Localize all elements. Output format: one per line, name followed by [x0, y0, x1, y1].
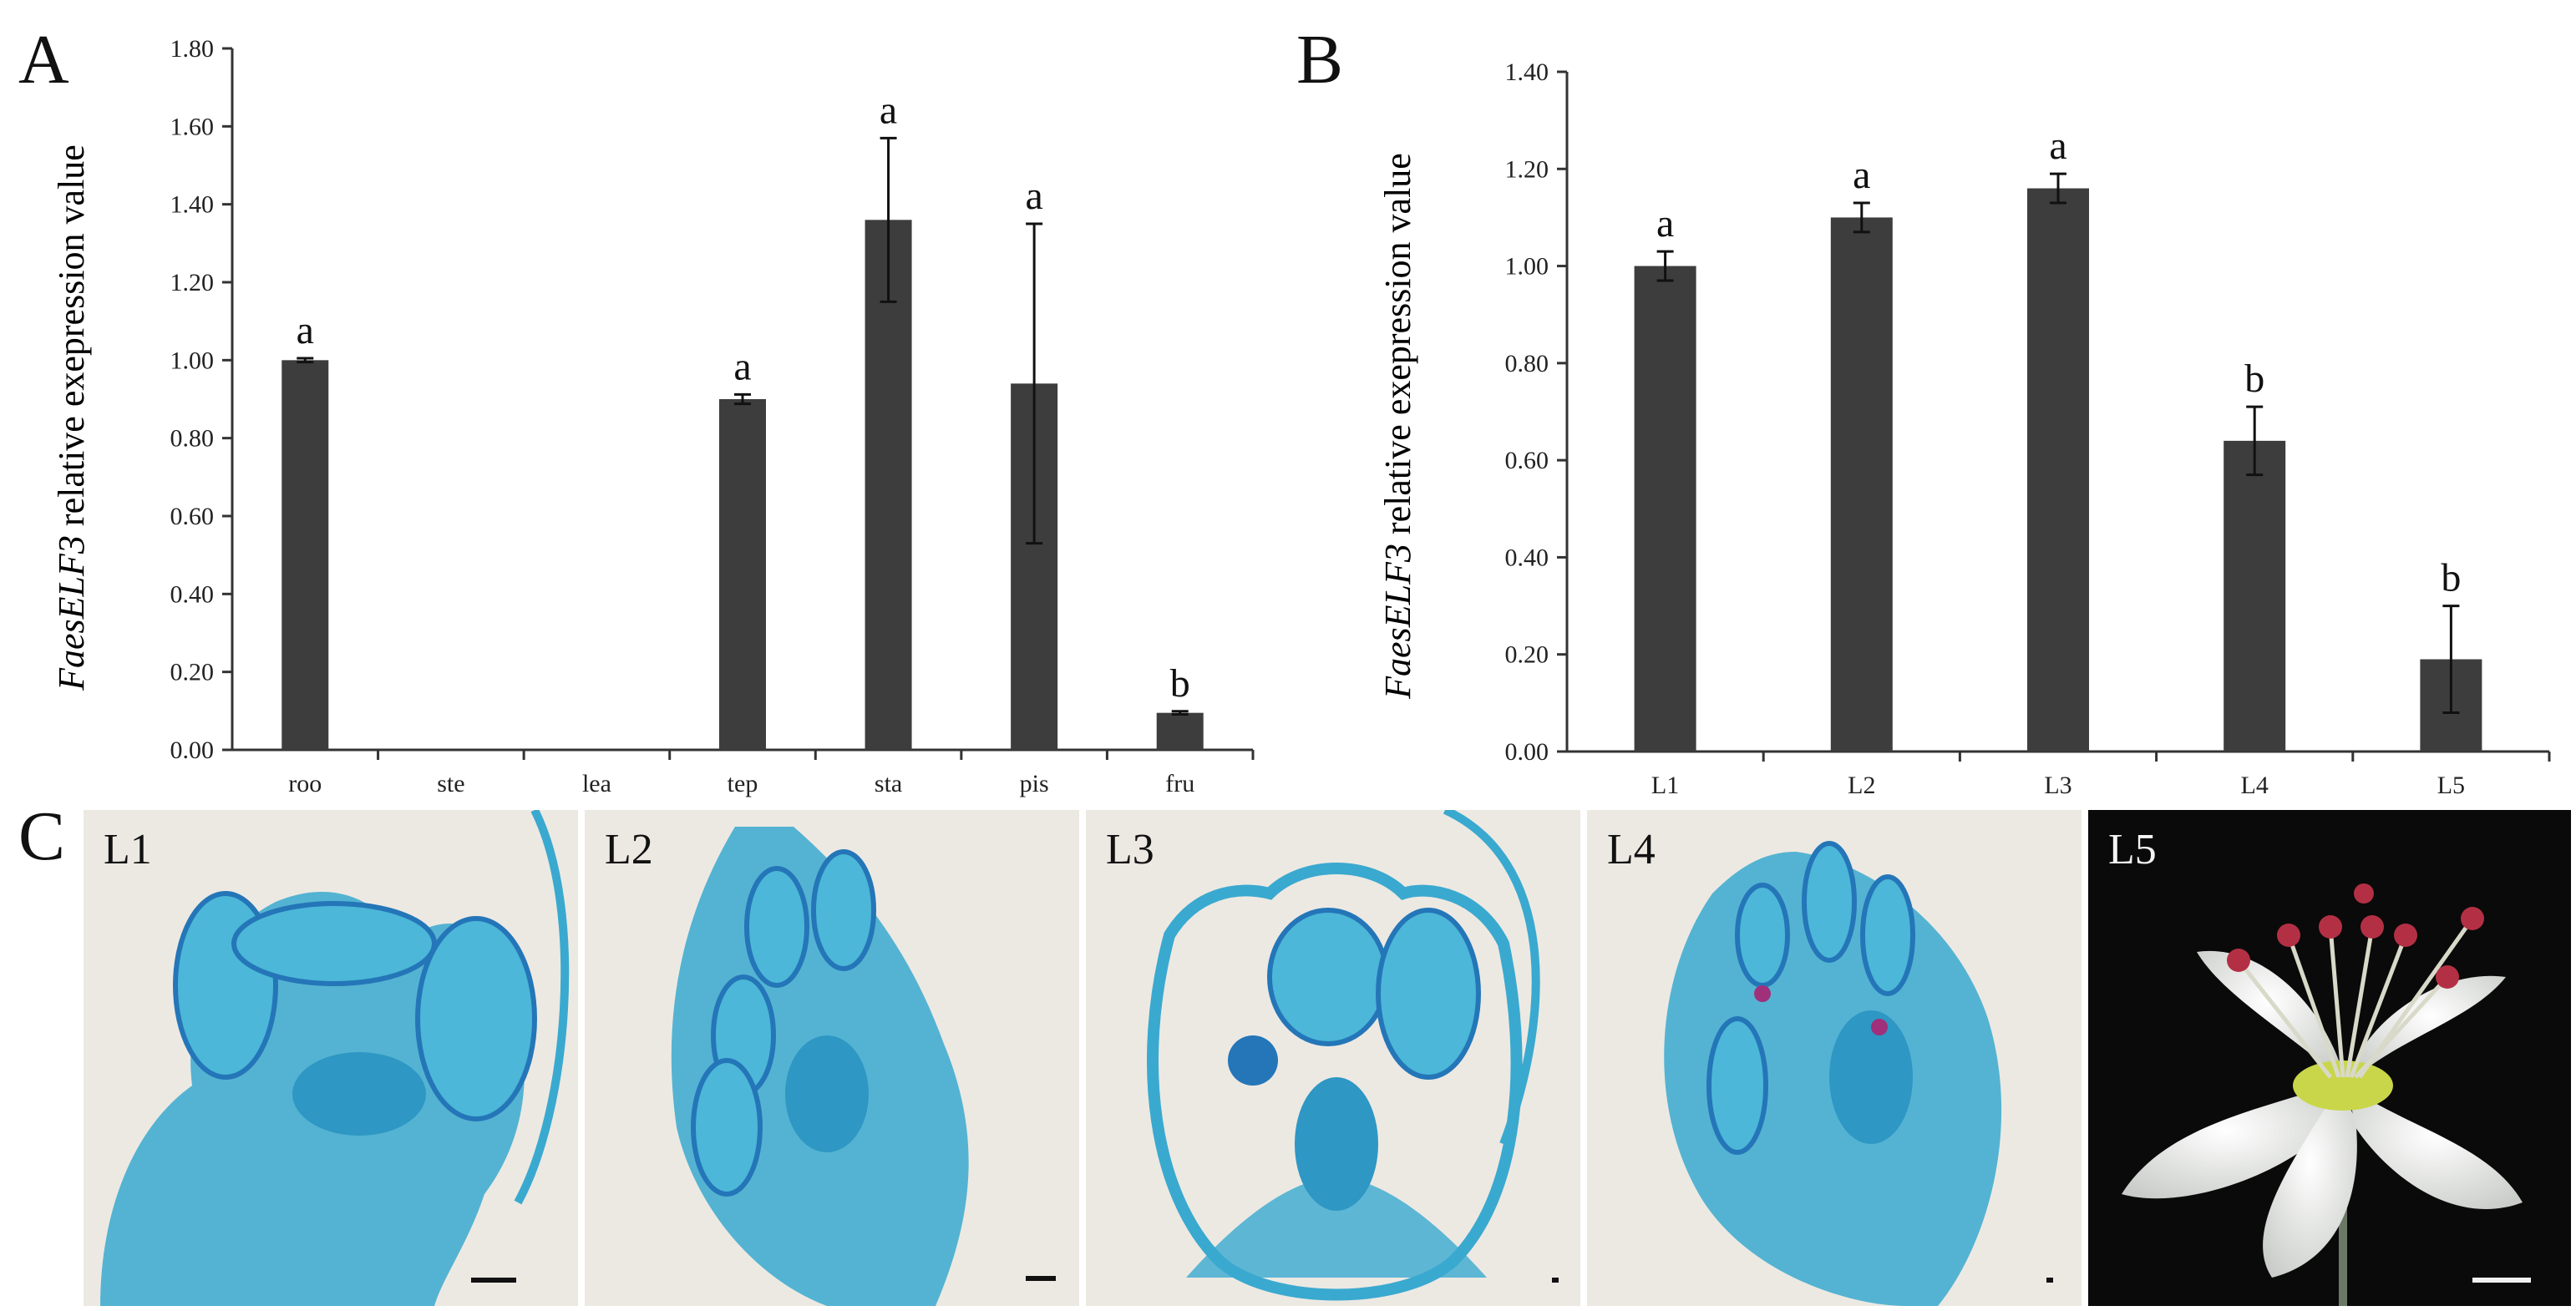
significance-letter: b	[1170, 661, 1190, 706]
panel-label-b: B	[1296, 21, 1344, 99]
y-tick-label: 1.40	[1505, 58, 1549, 86]
y-tick-label: 1.00	[1505, 253, 1549, 281]
chart-a-y-axis-label: FaesELF3 relative exepression value	[51, 144, 92, 691]
y-tick-label: 1.00	[170, 347, 215, 374]
stage-label-l3: L3	[1106, 826, 1154, 873]
stage-label-l2: L2	[605, 826, 653, 873]
panel-label-c: C	[18, 797, 66, 875]
x-tick-label: L4	[2241, 772, 2269, 799]
y-tick-label: 1.40	[170, 191, 215, 219]
y-tick-label: 0.60	[1505, 447, 1549, 474]
y-tick-label: 0.60	[170, 503, 215, 530]
chart-b-stage-expression: 0.00 0.20 0.40 0.60 0.80 1.00 1.20 1.40 a a a b b L…	[1377, 58, 2551, 799]
bar	[719, 399, 766, 750]
chart-a-x-ticks: roo ste lea tep sta pis fru	[288, 750, 1255, 797]
y-tick-label: 1.60	[170, 113, 215, 140]
bar	[1156, 712, 1204, 750]
bar	[1830, 217, 1893, 752]
flower-photo-l5-image	[2122, 883, 2523, 1306]
stage-label-l1: L1	[104, 826, 152, 873]
chart-b-y-axis-label: FaesELF3 relative exepression value	[1377, 153, 1418, 700]
y-tick-label: 0.00	[1505, 738, 1549, 766]
chart-b-bars: a a a b b	[1634, 124, 2482, 752]
flower-section-l1-image	[100, 810, 570, 1306]
scale-bar-l2	[1026, 1276, 1056, 1281]
chart-a-y-ticks: 0.00 0.20 0.40 0.60 0.80 1.00 1.20 1.40 1.60 1.80	[170, 35, 232, 764]
x-tick-label: pis	[1020, 770, 1049, 797]
x-tick-label: L3	[2044, 772, 2071, 799]
bar	[2027, 188, 2089, 752]
micrograph-l4: L4	[1587, 810, 2082, 1306]
x-tick-label: ste	[437, 770, 464, 797]
panel-label-a: A	[18, 21, 69, 99]
y-tick-label: 0.40	[1505, 544, 1549, 571]
significance-letter: b	[2441, 556, 2461, 600]
stage-label-l5: L5	[2108, 826, 2157, 873]
micrograph-l2: L2	[585, 810, 1079, 1306]
x-tick-label: fru	[1165, 770, 1194, 797]
significance-letter: a	[297, 308, 314, 352]
scale-bar-l5	[2472, 1278, 2531, 1283]
y-tick-label: 1.20	[1505, 155, 1549, 183]
scale-bar-l3	[1552, 1278, 1559, 1283]
y-tick-label: 0.20	[170, 659, 215, 686]
y-tick-label: 0.00	[170, 736, 215, 764]
y-tick-label: 0.20	[1505, 641, 1549, 669]
chart-a-tissue-expression: 0.00 0.20 0.40 0.60 0.80 1.00 1.20 1.40 1.60 1.80…	[51, 35, 1255, 797]
significance-letter: a	[880, 88, 897, 132]
flower-section-l2-image	[671, 827, 969, 1306]
x-tick-label: sta	[875, 770, 902, 797]
significance-letter: a	[733, 344, 751, 388]
significance-letter: a	[1656, 201, 1674, 245]
bar	[1634, 266, 1696, 752]
y-tick-label: 0.80	[1505, 350, 1549, 377]
chart-b-y-ticks: 0.00 0.20 0.40 0.60 0.80 1.00 1.20 1.40	[1505, 58, 1567, 766]
bar	[281, 360, 329, 750]
significance-letter: b	[2244, 357, 2264, 401]
chart-b-x-ticks: L1 L2 L3 L4 L5	[1651, 752, 2551, 799]
y-tick-label: 0.40	[170, 580, 215, 608]
micrograph-l3: L3	[1086, 810, 1580, 1306]
bar	[865, 220, 912, 750]
significance-letter: a	[1025, 174, 1042, 218]
chart-a-bars: a a a a b	[281, 88, 1204, 750]
y-tick-label: 1.80	[170, 35, 215, 63]
significance-letter: a	[1853, 153, 1870, 197]
bar	[2224, 440, 2286, 752]
micrograph-l1: L1	[84, 810, 578, 1306]
micrograph-l5: L5	[2088, 810, 2571, 1306]
stage-label-l4: L4	[1607, 826, 1656, 873]
flower-section-l4-image	[1664, 841, 2002, 1306]
x-tick-label: tep	[728, 770, 758, 797]
y-tick-label: 1.20	[170, 269, 215, 296]
x-tick-label: lea	[582, 770, 611, 797]
x-tick-label: L1	[1651, 772, 1679, 799]
x-tick-label: L2	[1848, 772, 1875, 799]
scale-bar-l4	[2046, 1278, 2053, 1283]
significance-letter: a	[2049, 124, 2066, 168]
x-tick-label: L5	[2437, 772, 2465, 799]
scale-bar-l1	[471, 1278, 516, 1283]
flower-section-l3-image	[1147, 810, 1540, 1301]
x-tick-label: roo	[288, 770, 322, 797]
y-tick-label: 0.80	[170, 425, 215, 453]
